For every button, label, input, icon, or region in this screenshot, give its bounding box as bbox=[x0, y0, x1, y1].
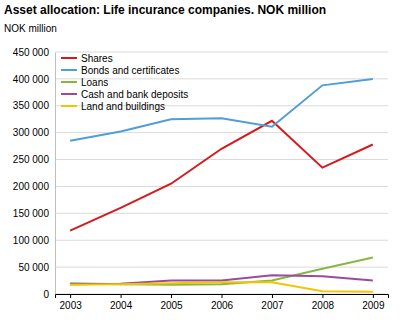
y-tick-label: 100 000 bbox=[13, 235, 50, 246]
x-tick-mark bbox=[373, 294, 374, 298]
y-tick: 0 bbox=[43, 289, 55, 300]
y-tick: 300 000 bbox=[13, 127, 55, 138]
x-tick-label: 2006 bbox=[211, 300, 234, 311]
x-tick-mark bbox=[272, 294, 273, 298]
grid-line bbox=[55, 267, 388, 268]
grid-line bbox=[55, 213, 388, 214]
legend-item: Land and buildings bbox=[61, 101, 165, 112]
y-tick-label: 350 000 bbox=[13, 100, 50, 111]
y-tick: 50 000 bbox=[18, 262, 55, 273]
y-tick: 350 000 bbox=[13, 100, 55, 111]
y-tick: 100 000 bbox=[13, 235, 55, 246]
legend-label: Shares bbox=[81, 53, 113, 64]
y-tick: 250 000 bbox=[13, 154, 55, 165]
x-tick: 2006 bbox=[211, 294, 234, 311]
series-line bbox=[70, 121, 373, 231]
grid-line bbox=[55, 240, 388, 241]
legend-label: Loans bbox=[81, 77, 108, 88]
y-tick-label: 300 000 bbox=[13, 127, 50, 138]
legend-swatch bbox=[61, 81, 77, 83]
y-tick: 200 000 bbox=[13, 181, 55, 192]
legend-swatch bbox=[61, 105, 77, 107]
y-tick: 450 000 bbox=[13, 47, 55, 58]
legend-label: Land and buildings bbox=[81, 101, 165, 112]
y-axis-line bbox=[55, 53, 56, 295]
grid-line bbox=[55, 132, 388, 133]
y-tick: 150 000 bbox=[13, 208, 55, 219]
x-tick-label: 2003 bbox=[60, 300, 83, 311]
x-tick-mark bbox=[121, 294, 122, 298]
x-tick-label: 2007 bbox=[261, 300, 284, 311]
series-line bbox=[70, 282, 373, 292]
legend-item: Shares bbox=[61, 53, 113, 64]
x-tick: 2009 bbox=[362, 294, 385, 311]
x-tick: 2004 bbox=[110, 294, 133, 311]
y-tick-label: 0 bbox=[43, 289, 49, 300]
x-tick-label: 2005 bbox=[160, 300, 183, 311]
plot: 0 50 000 100 000 150 000 200 000 250 000 300 0… bbox=[13, 47, 389, 311]
y-tick-label: 200 000 bbox=[13, 181, 50, 192]
x-tick: 2003 bbox=[60, 294, 83, 311]
legend-item: Cash and bank deposits bbox=[61, 89, 188, 100]
lines bbox=[70, 79, 373, 292]
x-tick-mark bbox=[171, 294, 172, 298]
series-line bbox=[70, 257, 373, 284]
legend-swatch bbox=[61, 57, 77, 59]
legend-swatch bbox=[61, 69, 77, 71]
x-tick: 2005 bbox=[160, 294, 183, 311]
y-tick: 400 000 bbox=[13, 74, 55, 85]
grid bbox=[55, 52, 388, 294]
title: Asset allocation: Life incurance compani… bbox=[4, 3, 326, 17]
y-tick-label: 50 000 bbox=[18, 262, 49, 273]
series-line bbox=[70, 79, 373, 141]
y-axis-title: NOK million bbox=[4, 23, 57, 34]
grid-line bbox=[55, 186, 388, 187]
chart: Asset allocation: Life incurance compani… bbox=[0, 0, 400, 320]
legend-label: Cash and bank deposits bbox=[81, 89, 188, 100]
x-axis: 2003 2004 2005 2006 2007 2008 2009 bbox=[56, 294, 389, 311]
x-tick-mark bbox=[322, 294, 323, 298]
legend-item: Bonds and certificates bbox=[61, 65, 179, 76]
x-tick-label: 2008 bbox=[312, 300, 335, 311]
x-tick-label: 2004 bbox=[110, 300, 133, 311]
y-tick-label: 400 000 bbox=[13, 74, 50, 85]
x-tick-mark bbox=[222, 294, 223, 298]
y-tick-label: 150 000 bbox=[13, 208, 50, 219]
x-tick-mark bbox=[70, 294, 71, 298]
x-tick: 2008 bbox=[312, 294, 335, 311]
x-tick-label: 2009 bbox=[362, 300, 385, 311]
x-axis-line bbox=[56, 295, 389, 299]
legend-item: Loans bbox=[61, 77, 108, 88]
x-tick: 2007 bbox=[261, 294, 284, 311]
legend: SharesBonds and certificatesLoansCash an… bbox=[61, 53, 188, 112]
y-tick-label: 250 000 bbox=[13, 154, 50, 165]
legend-swatch bbox=[61, 93, 77, 95]
y-tick-label: 450 000 bbox=[13, 47, 50, 58]
y-axis: 0 50 000 100 000 150 000 200 000 250 000 300 0… bbox=[13, 47, 56, 300]
legend-label: Bonds and certificates bbox=[81, 65, 179, 76]
